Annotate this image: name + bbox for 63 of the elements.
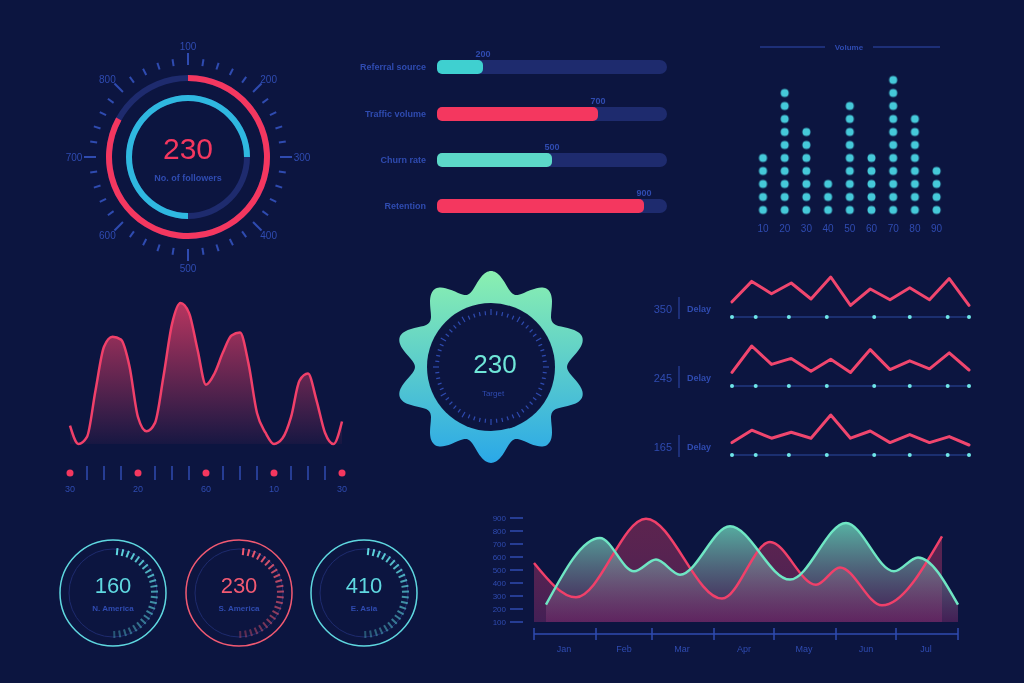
text: 100 [179,41,197,52]
y-tick-label: 800 [492,527,507,536]
text: 400 [260,230,278,242]
text: 200 [260,73,278,85]
x-tick-label: Apr [736,644,752,654]
y-tick-label: 500 [492,566,507,575]
text: 600 [99,230,117,242]
y-tick-label: 100 [492,618,507,627]
x-tick-label: 20 [132,484,144,494]
y-tick-label: Traffic volume [364,109,426,119]
text: 230 [162,132,214,165]
x-tick-label: 20 [779,223,791,234]
x-tick-label: 40 [822,223,835,234]
x-tick-label: 30 [336,484,348,494]
text: 230 [220,573,258,598]
text: 700 [65,152,83,163]
text: 300 [293,152,311,163]
x-tick-label: May [795,644,813,654]
text: 160 [94,573,132,598]
y-tick-label: 900 [492,514,507,523]
text: S. America [218,604,261,613]
data-label: 200 [475,49,491,59]
y-tick-label: Referral source [359,62,426,72]
text: 500 [179,263,197,274]
text: E. Asia [350,604,378,613]
text: Target [481,389,505,398]
y-axis-title: Delay [687,373,712,383]
y-tick-label: 400 [492,579,507,588]
text: 800 [99,73,117,85]
text: N. America [92,604,135,613]
x-tick-label: Feb [616,644,632,654]
text: No. of followers [154,173,222,183]
x-tick-label: 70 [887,223,900,234]
x-tick-label: 30 [64,484,76,494]
y-axis-title: Delay [687,442,712,452]
x-tick-label: Jun [858,644,874,654]
y-tick-label: 200 [492,605,507,614]
x-tick-label: 90 [931,223,943,234]
data-label: 900 [636,188,652,198]
y-tick-label: 700 [492,540,507,549]
data-label: 500 [544,142,560,152]
x-tick-label: Mar [674,644,690,654]
y-tick-label: Retention [384,201,426,211]
x-tick-label: 30 [800,223,813,234]
x-tick-label: 50 [844,223,856,234]
x-tick-label: 10 [268,484,280,494]
y-tick-label: Churn rate [380,155,426,165]
text: 245 [653,372,672,384]
text: 165 [653,441,672,453]
text: 230 [473,349,517,379]
y-tick-label: 600 [492,553,507,562]
text: 410 [345,573,383,598]
x-tick-label: 60 [865,223,878,234]
x-tick-label: 60 [200,484,212,494]
y-axis-title: Delay [687,304,712,314]
x-tick-label: Jan [556,644,572,654]
data-label: 700 [590,96,606,106]
x-tick-label: 10 [757,223,769,234]
text: 350 [653,303,672,315]
chart-title: Volume [834,43,864,52]
y-tick-label: 300 [492,592,507,601]
x-tick-label: Jul [920,644,932,654]
x-tick-label: 80 [909,223,921,234]
